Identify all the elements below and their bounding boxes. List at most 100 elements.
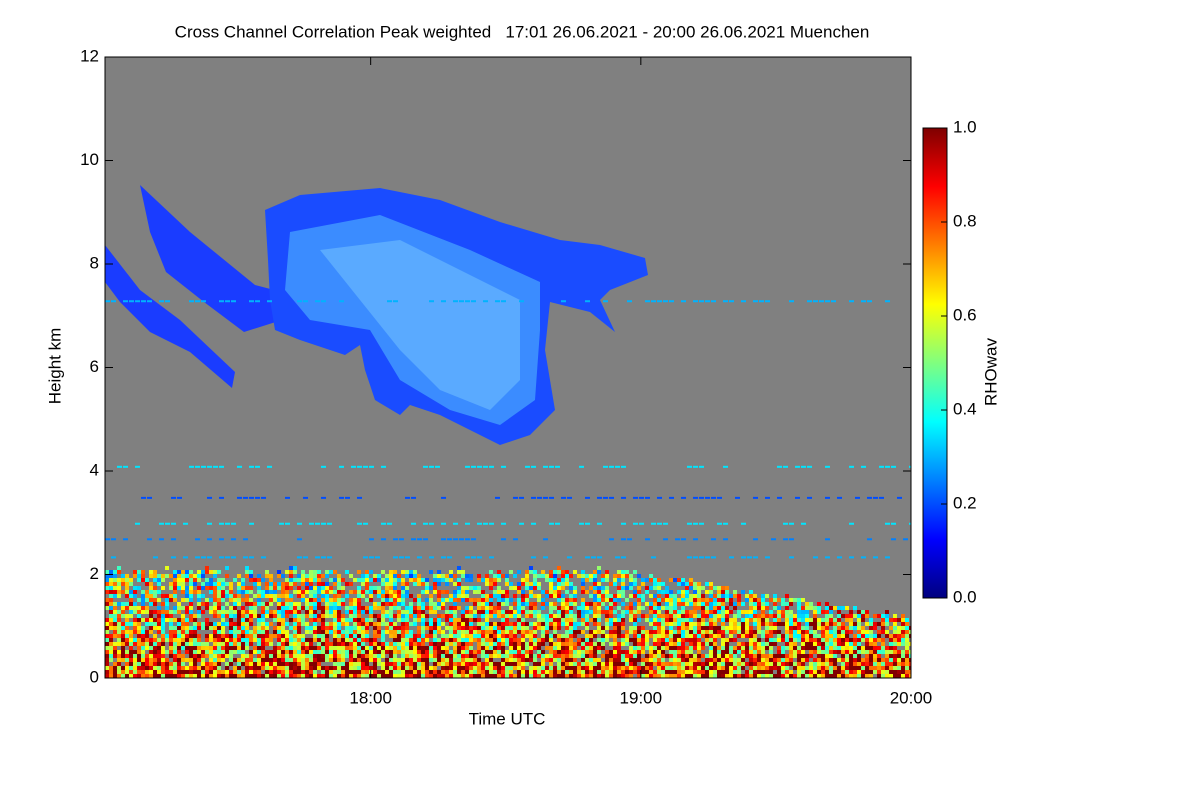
backscatter-cell bbox=[645, 614, 649, 618]
backscatter-cell bbox=[849, 638, 853, 642]
backscatter-speck bbox=[825, 465, 830, 468]
backscatter-cell bbox=[553, 594, 557, 598]
backscatter-cell bbox=[165, 618, 169, 622]
backscatter-cell bbox=[269, 574, 273, 578]
backscatter-cell bbox=[141, 646, 145, 650]
backscatter-cell bbox=[205, 638, 209, 642]
backscatter-cell bbox=[757, 646, 761, 650]
backscatter-cell bbox=[285, 622, 289, 626]
backscatter-cell bbox=[185, 650, 189, 654]
backscatter-cell bbox=[509, 610, 513, 614]
backscatter-cell bbox=[857, 654, 861, 658]
backscatter-cell bbox=[221, 590, 225, 594]
backscatter-cell bbox=[713, 642, 717, 646]
backscatter-cell bbox=[757, 662, 761, 666]
backscatter-cell bbox=[661, 662, 665, 666]
backscatter-cell bbox=[113, 626, 117, 630]
backscatter-cell bbox=[405, 670, 409, 674]
backscatter-cell bbox=[213, 674, 217, 678]
backscatter-speck bbox=[207, 522, 212, 525]
backscatter-cell bbox=[641, 666, 645, 670]
backscatter-cell bbox=[217, 634, 221, 638]
backscatter-cell bbox=[601, 642, 605, 646]
backscatter-cell bbox=[893, 634, 897, 638]
backscatter-speck bbox=[339, 465, 344, 468]
backscatter-speck bbox=[429, 300, 434, 303]
backscatter-cell bbox=[409, 670, 413, 674]
backscatter-cell bbox=[213, 658, 217, 662]
backscatter-cell bbox=[517, 650, 521, 654]
backscatter-cell bbox=[369, 610, 373, 614]
backscatter-cell bbox=[681, 630, 685, 634]
backscatter-speck bbox=[705, 556, 710, 559]
backscatter-cell bbox=[113, 602, 117, 606]
backscatter-cell bbox=[341, 598, 345, 602]
backscatter-cell bbox=[149, 602, 153, 606]
backscatter-cell bbox=[477, 598, 481, 602]
backscatter-cell bbox=[369, 618, 373, 622]
backscatter-cell bbox=[625, 598, 629, 602]
backscatter-cell bbox=[721, 594, 725, 598]
colorbar-tick-label: 0.4 bbox=[953, 399, 977, 418]
backscatter-cell bbox=[341, 650, 345, 654]
backscatter-cell bbox=[397, 662, 401, 666]
backscatter-cell bbox=[477, 578, 481, 582]
backscatter-cell bbox=[565, 670, 569, 674]
backscatter-cell bbox=[825, 650, 829, 654]
backscatter-cell bbox=[849, 622, 853, 626]
backscatter-cell bbox=[661, 674, 665, 678]
backscatter-cell bbox=[529, 674, 533, 678]
backscatter-cell bbox=[285, 602, 289, 606]
backscatter-cell bbox=[505, 666, 509, 670]
backscatter-cell bbox=[337, 614, 341, 618]
backscatter-cell bbox=[657, 582, 661, 586]
backscatter-cell bbox=[117, 590, 121, 594]
backscatter-cell bbox=[877, 674, 881, 678]
backscatter-cell bbox=[657, 662, 661, 666]
backscatter-cell bbox=[665, 654, 669, 658]
backscatter-cell bbox=[897, 650, 901, 654]
backscatter-cell bbox=[685, 650, 689, 654]
backscatter-speck bbox=[867, 538, 872, 541]
backscatter-cell bbox=[521, 602, 525, 606]
backscatter-cell bbox=[541, 626, 545, 630]
backscatter-cell bbox=[557, 626, 561, 630]
backscatter-speck bbox=[423, 465, 428, 468]
backscatter-cell bbox=[645, 590, 649, 594]
backscatter-cell bbox=[369, 666, 373, 670]
backscatter-cell bbox=[709, 606, 713, 610]
backscatter-cell bbox=[885, 614, 889, 618]
backscatter-cell bbox=[433, 586, 437, 590]
backscatter-cell bbox=[429, 654, 433, 658]
backscatter-cell bbox=[845, 606, 849, 610]
backscatter-cell bbox=[821, 642, 825, 646]
backscatter-cell bbox=[461, 594, 465, 598]
backscatter-cell bbox=[769, 642, 773, 646]
backscatter-cell bbox=[529, 638, 533, 642]
backscatter-cell bbox=[517, 606, 521, 610]
backscatter-cell bbox=[761, 646, 765, 650]
backscatter-cell bbox=[649, 666, 653, 670]
backscatter-cell bbox=[325, 666, 329, 670]
backscatter-cell bbox=[365, 570, 369, 574]
backscatter-cell bbox=[245, 610, 249, 614]
backscatter-cell bbox=[605, 610, 609, 614]
backscatter-cell bbox=[765, 654, 769, 658]
backscatter-cell bbox=[269, 642, 273, 646]
backscatter-cell bbox=[713, 586, 717, 590]
backscatter-cell bbox=[757, 654, 761, 658]
backscatter-cell bbox=[265, 674, 269, 678]
backscatter-cell bbox=[633, 630, 637, 634]
backscatter-cell bbox=[469, 606, 473, 610]
backscatter-cell bbox=[237, 614, 241, 618]
backscatter-cell bbox=[273, 590, 277, 594]
backscatter-cell bbox=[193, 642, 197, 646]
backscatter-cell bbox=[337, 670, 341, 674]
backscatter-cell bbox=[217, 630, 221, 634]
backscatter-cell bbox=[165, 606, 169, 610]
backscatter-cell bbox=[701, 610, 705, 614]
backscatter-cell bbox=[269, 614, 273, 618]
backscatter-cell bbox=[885, 646, 889, 650]
backscatter-cell bbox=[113, 674, 117, 678]
backscatter-cell bbox=[837, 606, 841, 610]
